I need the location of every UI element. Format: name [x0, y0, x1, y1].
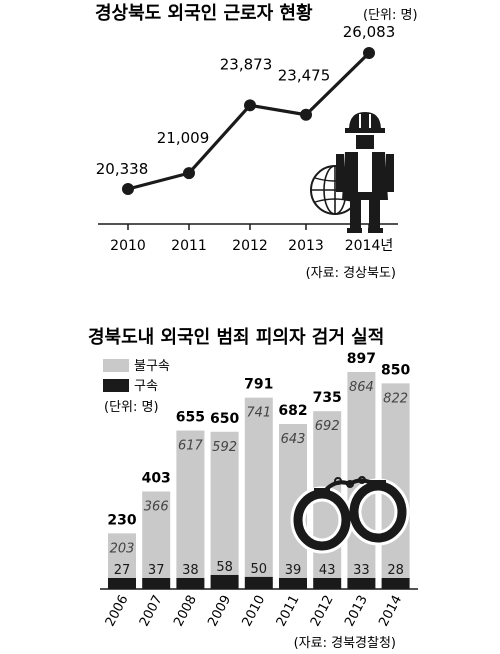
bar-unarrested-label: 617: [178, 439, 204, 454]
bar-unarrested-label: 366: [144, 500, 169, 515]
line-chart-unit: (단위: 명): [363, 8, 418, 23]
bar-chart-title: 경북도내 외국인 범죄 피의자 검거 실적: [88, 327, 384, 348]
bar-segment-arrested: [142, 578, 171, 589]
bar-segment-unarrested: [108, 533, 136, 578]
worker-line-chart: 경상북도 외국인 근로자 현황 (단위: 명): [95, 3, 418, 281]
bar-plot-area: 230 203 27 2006 403 366 37 2007 655 617 38 2008 650 5…: [100, 351, 418, 629]
handcuffs-icon: [290, 476, 410, 554]
bar-segment-unarrested: [244, 397, 273, 577]
legend-label-unarrested: 불구속: [134, 359, 170, 374]
line-value-label: 21,009: [157, 129, 210, 147]
bar-segment-arrested: [210, 574, 239, 589]
bar-total-label: 403: [142, 471, 171, 487]
line-point: [244, 99, 256, 112]
bar-unarrested-label: 592: [212, 440, 237, 455]
bar-total-label: 735: [313, 390, 342, 406]
bar-segment-arrested: [313, 578, 342, 589]
bar-x-tick-label: 2007: [137, 593, 166, 629]
bar-arrested-label: 58: [216, 560, 233, 575]
bar-total-label: 650: [210, 411, 239, 427]
bar-segment-arrested: [347, 578, 376, 589]
bar-x-tick-label: 2011: [274, 593, 303, 629]
line-point: [363, 47, 375, 59]
bar-arrested-label: 33: [353, 563, 370, 578]
legend-label-arrested: 구속: [134, 379, 158, 394]
bar-segment-unarrested: [176, 430, 205, 578]
line-x-tick-label: 2014년: [345, 238, 394, 254]
bar-chart-source: (자료: 경북경찰청): [294, 636, 396, 651]
bar-x-tick-label: 2012: [308, 593, 337, 629]
line-x-tick-label: 2012: [232, 238, 268, 254]
line-chart-title: 경상북도 외국인 근로자 현황: [95, 3, 313, 24]
line-value-label: 26,083: [343, 23, 396, 41]
bar-unarrested-label: 822: [383, 391, 408, 406]
bar-unarrested-label: 203: [110, 541, 135, 556]
line-x-tick-label: 2011: [171, 238, 207, 254]
line-value-label: 23,475: [278, 67, 331, 85]
bar-arrested-label: 38: [182, 563, 199, 578]
bar-total-label: 682: [278, 403, 307, 419]
bar-legend: 불구속 구속 (단위: 명): [103, 359, 170, 415]
line-point: [300, 108, 312, 121]
bar-arrested-label: 27: [114, 563, 131, 578]
line-point: [183, 167, 195, 180]
line-x-tick-label: 2010: [110, 238, 146, 254]
bar-x-tick-label: 2006: [103, 593, 132, 629]
bar-unarrested-label: 692: [315, 419, 340, 434]
bar-segment-unarrested: [142, 491, 171, 578]
bar-x-tick-label: 2009: [205, 593, 234, 629]
bar-unarrested-label: 864: [349, 380, 374, 395]
bar-chart-unit: (단위: 명): [104, 400, 159, 415]
bar-total-label: 791: [244, 377, 273, 393]
bar-total-label: 897: [347, 351, 376, 367]
bar-unarrested-label: 643: [281, 432, 306, 447]
bar-x-tick-label: 2014: [376, 593, 405, 629]
bar-arrested-label: 39: [285, 563, 302, 578]
legend-swatch-unarrested: [103, 359, 129, 372]
line-x-tick-label: 2013: [288, 238, 324, 254]
bar-unarrested-label: 741: [246, 406, 271, 421]
bar-x-tick-label: 2013: [342, 593, 371, 629]
line-value-label: 20,338: [96, 160, 149, 178]
bar-segment-unarrested: [210, 431, 239, 575]
line-chart-source: (자료: 경상북도): [306, 266, 396, 281]
bar-arrested-label: 28: [387, 563, 404, 578]
bar-arrested-label: 43: [319, 563, 336, 578]
line-plot-area: 2010 2011 2012 2013 2014년 20,338 21,009 23,873 2…: [96, 23, 398, 254]
bar-x-tick-label: 2008: [171, 593, 200, 629]
bar-segment-arrested: [176, 578, 205, 589]
legend-swatch-arrested: [103, 379, 129, 392]
bar-segment-arrested: [108, 578, 136, 589]
bar-segment-arrested: [381, 578, 410, 589]
bar-x-tick-label: 2010: [240, 593, 269, 629]
bar-total-label: 655: [176, 410, 205, 426]
line-point: [122, 183, 134, 195]
bar-arrested-label: 50: [251, 562, 268, 577]
worker-illustration-icon: [310, 112, 394, 233]
bar-arrested-label: 37: [148, 563, 165, 578]
bar-segment-arrested: [279, 578, 307, 589]
bar-segment-arrested: [244, 576, 273, 589]
crime-bar-chart: 경북도내 외국인 범죄 피의자 검거 실적 불구속 구속 (단위: 명) 230…: [88, 327, 418, 651]
line-value-label: 23,873: [220, 55, 273, 73]
bar-total-label: 850: [381, 362, 410, 378]
bar-segment-unarrested: [347, 372, 376, 578]
bar-total-label: 230: [107, 512, 136, 528]
